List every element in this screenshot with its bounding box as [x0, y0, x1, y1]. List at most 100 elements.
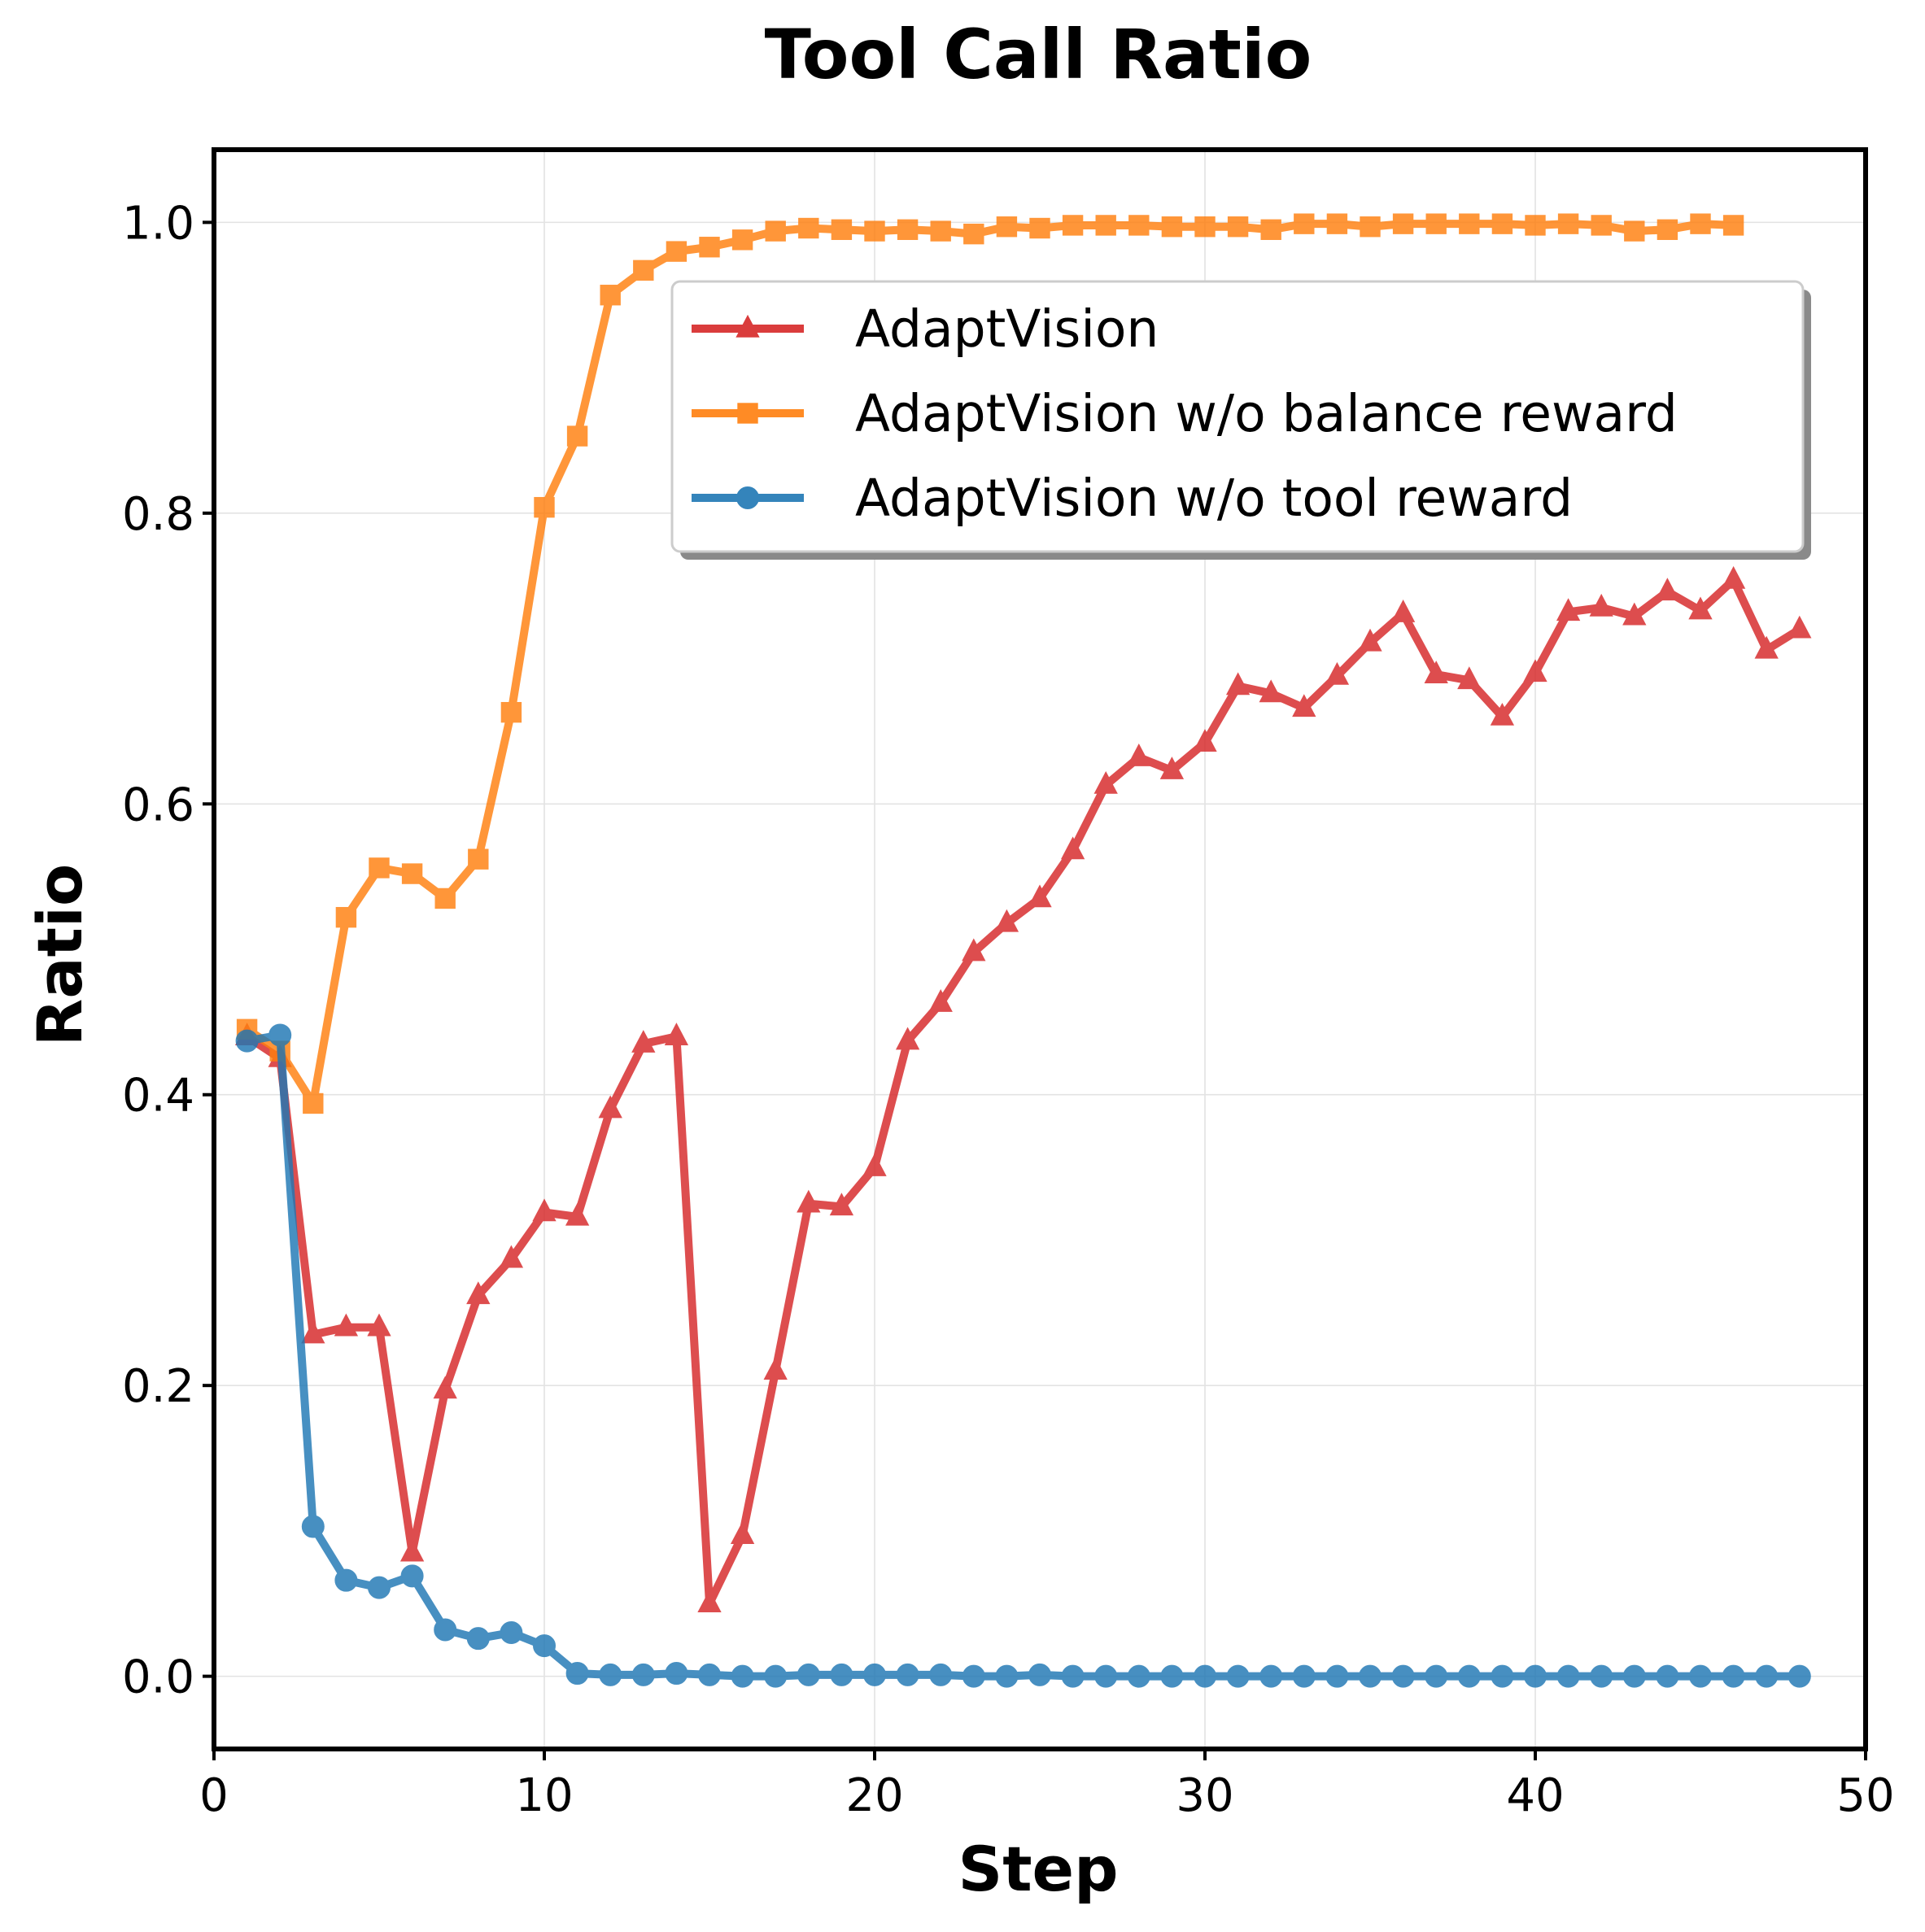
- data-point: [1690, 213, 1711, 234]
- y-tick-label: 0.6: [122, 778, 194, 831]
- y-tick-label: 0.4: [122, 1070, 194, 1123]
- legend-box: [670, 280, 1805, 553]
- data-point: [235, 1029, 259, 1053]
- data-point: [499, 1245, 524, 1268]
- data-point: [1624, 220, 1645, 242]
- legend-marker: [737, 403, 758, 424]
- data-point: [1557, 213, 1579, 234]
- data-point: [797, 1663, 820, 1686]
- data-point: [797, 1189, 821, 1213]
- data-point: [633, 259, 654, 281]
- data-point: [1556, 1664, 1580, 1688]
- data-point: [600, 285, 621, 306]
- data-point: [1358, 628, 1382, 652]
- data-point: [1161, 216, 1183, 238]
- data-point: [1491, 213, 1513, 234]
- data-point: [598, 1095, 622, 1119]
- data-point: [631, 1663, 655, 1686]
- x-tick-label: 40: [1506, 1769, 1564, 1822]
- chart-title: Tool Call Ratio: [765, 15, 1312, 94]
- data-point: [764, 1664, 788, 1688]
- data-point: [399, 1538, 425, 1562]
- data-point: [1360, 216, 1381, 238]
- data-point: [1127, 743, 1151, 766]
- x-tick-label: 10: [515, 1769, 573, 1822]
- data-point: [334, 1313, 359, 1337]
- data-point: [1194, 1664, 1216, 1688]
- data-point: [962, 938, 986, 962]
- data-point: [1657, 219, 1678, 241]
- plot-frame: [212, 147, 1868, 1751]
- data-point: [1721, 565, 1746, 589]
- data-point: [1755, 1664, 1779, 1688]
- data-point: [1028, 884, 1052, 908]
- data-point: [433, 1376, 457, 1399]
- data-point: [301, 1515, 325, 1538]
- data-point: [1095, 215, 1116, 236]
- data-point: [1655, 578, 1680, 601]
- data-point: [1225, 672, 1251, 696]
- data-point: [1391, 1664, 1415, 1688]
- data-point: [1094, 1664, 1118, 1688]
- data-point: [895, 1027, 920, 1050]
- data-point: [830, 1663, 853, 1686]
- data-point: [1457, 1664, 1481, 1688]
- data-point: [268, 1023, 292, 1047]
- data-point: [1029, 217, 1050, 239]
- data-point: [631, 1030, 656, 1053]
- data-point: [1093, 770, 1118, 794]
- data-point: [929, 1663, 953, 1686]
- data-point: [468, 848, 489, 870]
- data-point: [798, 217, 819, 239]
- data-point: [1326, 213, 1348, 234]
- data-point: [1523, 659, 1547, 683]
- data-point: [666, 241, 688, 262]
- data-point: [928, 989, 953, 1012]
- data-point: [500, 701, 522, 723]
- y-tick-label: 0.2: [122, 1360, 194, 1413]
- data-point: [1160, 1664, 1184, 1688]
- data-point: [534, 496, 555, 518]
- data-point: [565, 1662, 589, 1686]
- data-point: [730, 1521, 755, 1545]
- x-tick-label: 20: [845, 1769, 903, 1822]
- x-axis-title: Step: [958, 1833, 1118, 1905]
- data-point: [1292, 1664, 1316, 1688]
- legend-label: AdaptVision w/o balance reward: [855, 384, 1678, 443]
- data-point: [434, 887, 456, 909]
- data-point: [1424, 661, 1448, 683]
- legend-entry: [692, 314, 804, 338]
- y-tick-label: 0.0: [122, 1651, 194, 1704]
- data-point: [1061, 1664, 1085, 1688]
- data-point: [765, 220, 786, 242]
- data-point: [1193, 729, 1217, 752]
- data-point: [1754, 635, 1779, 659]
- data-point: [334, 1568, 358, 1592]
- data-point: [1622, 1664, 1646, 1688]
- legend-marker: [736, 314, 760, 338]
- data-point: [1556, 598, 1581, 621]
- data-point: [1589, 593, 1613, 617]
- data-point: [897, 219, 919, 241]
- data-point: [1457, 666, 1482, 690]
- data-point: [1390, 600, 1416, 622]
- data-point: [896, 1663, 919, 1686]
- data-point: [1525, 215, 1546, 236]
- series-line: [242, 1031, 1804, 1681]
- legend: AdaptVision AdaptVision w/o balance rewar…: [670, 280, 1811, 560]
- data-point: [566, 425, 588, 447]
- data-point: [1590, 1664, 1613, 1688]
- data-point: [1194, 216, 1216, 238]
- x-tick-label: 30: [1176, 1769, 1233, 1822]
- y-tick-label: 0.8: [122, 488, 194, 541]
- data-point: [401, 863, 423, 884]
- series-layer: [234, 213, 1812, 1688]
- data-point: [1259, 1664, 1283, 1688]
- data-point: [1359, 1664, 1382, 1688]
- data-point: [1227, 216, 1249, 238]
- series-3: [235, 1023, 1811, 1688]
- data-point: [1292, 694, 1316, 717]
- data-point: [1325, 1664, 1349, 1688]
- legend-label: AdaptVision: [855, 299, 1159, 359]
- data-point: [1722, 1664, 1745, 1688]
